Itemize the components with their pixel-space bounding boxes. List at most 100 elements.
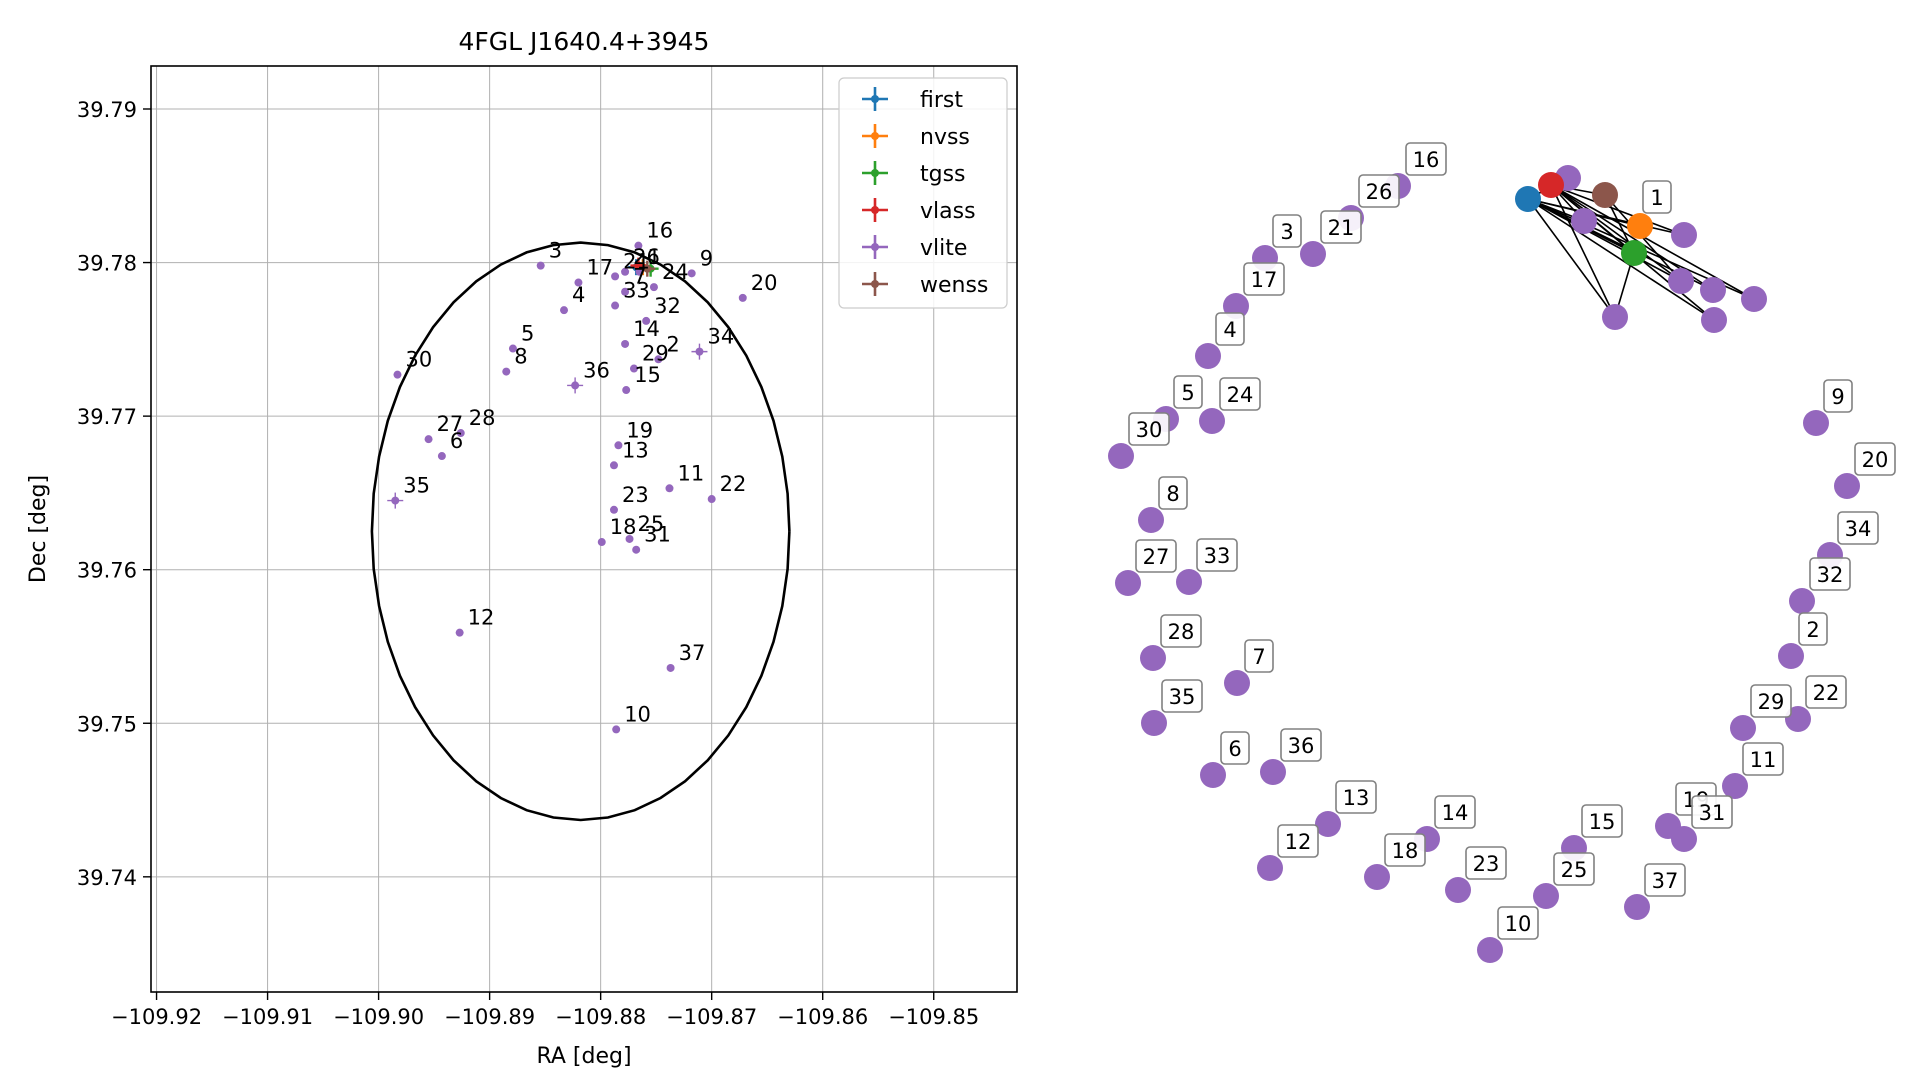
- legend-marker-dot: [871, 132, 879, 140]
- network-label: 1: [1650, 186, 1663, 210]
- vlite-point: [571, 381, 580, 390]
- network-label: 31: [1699, 801, 1726, 825]
- vlite-point: [621, 267, 630, 276]
- x-tick-label: −109.91: [222, 1005, 313, 1029]
- network-label: 23: [1473, 852, 1500, 876]
- network-node: [1141, 710, 1167, 736]
- network-node-tgss: [1621, 240, 1647, 266]
- vlite-point: [614, 441, 623, 450]
- network-node: [1315, 811, 1341, 837]
- network-node: [1108, 443, 1134, 469]
- network-node: [1364, 864, 1390, 890]
- network-label-box: [1196, 538, 1238, 572]
- network-label-box: [1691, 795, 1733, 829]
- network-label-box: [1405, 142, 1447, 176]
- network-label: 36: [1288, 734, 1315, 758]
- vlite-point: [625, 534, 634, 543]
- vlite-point: [597, 538, 606, 547]
- y-axis-ticks: 39.74 39.75 39.76 39.77 39.78 39.79: [77, 98, 151, 890]
- network-label: 4: [1223, 318, 1236, 342]
- vlite-point: [612, 725, 621, 734]
- network-node: [1257, 855, 1283, 881]
- network-label: 14: [1442, 801, 1469, 825]
- vlite-point-label: 6: [450, 429, 463, 453]
- vlite-point: [393, 370, 402, 379]
- network-panel: 1234567891011121314151617181920212223242…: [1108, 142, 1896, 963]
- network-node-vlass: [1538, 172, 1564, 198]
- network-label-box: [1465, 846, 1507, 880]
- network-node: [1176, 569, 1202, 595]
- vlite-point-label: 10: [624, 702, 651, 726]
- network-label-box: [1642, 180, 1672, 214]
- network-node: [1730, 715, 1756, 741]
- network-label-box: [1553, 852, 1595, 886]
- vlite-point: [508, 344, 517, 353]
- network-label: 6: [1228, 737, 1241, 761]
- network-label-box: [1742, 742, 1784, 776]
- vlite-point-label: 17: [586, 256, 613, 280]
- network-label: 28: [1168, 620, 1195, 644]
- vlite-point: [609, 505, 618, 514]
- vlite-point-label: 22: [720, 472, 747, 496]
- network-label-box: [1272, 214, 1302, 248]
- vlite-point-label: 33: [623, 279, 650, 303]
- network-label-box: [1823, 379, 1853, 413]
- vlite-point-label: 8: [514, 345, 527, 369]
- network-node: [1602, 304, 1628, 330]
- network-label-box: [1809, 557, 1851, 591]
- vlite-point: [609, 461, 618, 470]
- vlite-point-label: 35: [403, 474, 430, 498]
- vlite-point-label: 29: [642, 342, 669, 366]
- network-label-box: [1173, 375, 1203, 409]
- network-node: [1671, 826, 1697, 852]
- legend-marker-dot: [871, 280, 879, 288]
- vlite-point: [654, 355, 663, 364]
- vlite-point-label: 18: [610, 515, 637, 539]
- network-label: 17: [1251, 268, 1278, 292]
- network-label-box: [1798, 612, 1828, 646]
- scatter-panel: 4FGL J1640.4+3945 1234567891011121314151…: [26, 27, 1018, 1069]
- network-label: 16: [1413, 148, 1440, 172]
- vlite-point-label: 30: [405, 348, 432, 372]
- y-axis-label: Dec [deg]: [26, 475, 51, 583]
- network-label-box: [1244, 639, 1274, 673]
- vlite-point-label: 36: [583, 358, 610, 382]
- vlite-point-label: 19: [626, 418, 653, 442]
- network-node: [1668, 268, 1694, 294]
- network-label: 13: [1343, 786, 1370, 810]
- x-tick-label: −109.89: [444, 1005, 535, 1029]
- vlite-point: [665, 484, 674, 493]
- vlite-point: [560, 306, 569, 315]
- vlite-point-label: 13: [622, 438, 649, 462]
- vlite-point-label: 28: [469, 406, 496, 430]
- vlite-point-label: 31: [644, 523, 671, 547]
- network-label-box: [1280, 728, 1322, 762]
- vlite-point-label: 15: [634, 363, 661, 387]
- network-label-box: [1158, 476, 1188, 510]
- legend: first nvss tgss vlass vlite wenss: [838, 77, 1008, 309]
- network-label: 32: [1817, 563, 1844, 587]
- legend-label: vlite: [920, 236, 967, 261]
- vlite-point: [455, 628, 464, 637]
- network-node: [1741, 286, 1767, 312]
- x-tick-label: −109.85: [888, 1005, 979, 1029]
- network-node: [1199, 408, 1225, 434]
- vlite-point-label: 34: [707, 325, 734, 349]
- network-label-box: [1837, 511, 1879, 545]
- network-node: [1671, 222, 1697, 248]
- vlite-point-label: 25: [638, 512, 665, 536]
- y-tick-label: 39.76: [77, 559, 137, 583]
- vlite-point-label: 21: [623, 249, 650, 273]
- data-points: [387, 241, 747, 734]
- vlite-point-label: 4: [572, 283, 585, 307]
- vlite-point-label: 5: [521, 322, 534, 346]
- network-label: 5: [1181, 381, 1194, 405]
- x-tick-label: −109.92: [111, 1005, 202, 1029]
- network-label-box: [1220, 731, 1250, 765]
- legend-label: nvss: [920, 125, 970, 150]
- legend-marker-dot: [871, 206, 879, 214]
- network-label: 3: [1280, 220, 1293, 244]
- vlite-point: [629, 364, 638, 373]
- network-node-first: [1515, 186, 1541, 212]
